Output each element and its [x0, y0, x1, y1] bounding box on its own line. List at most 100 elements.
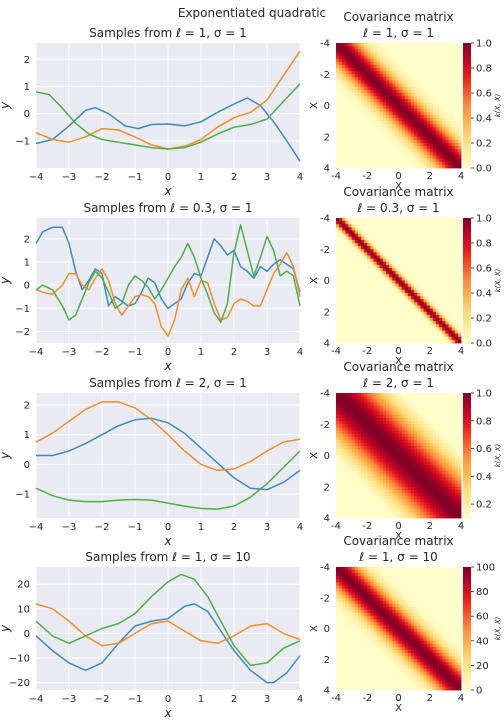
heatmap-cell	[426, 143, 431, 147]
heatmap-cell	[386, 236, 390, 241]
heatmap-cell	[373, 421, 378, 425]
heatmap-cell	[370, 86, 374, 91]
heatmap-cell	[398, 436, 403, 441]
heatmap-cell	[339, 405, 343, 410]
heatmap-cell	[423, 439, 428, 444]
heatmap-cell	[392, 274, 396, 278]
heatmap-cell	[436, 83, 440, 88]
heatmap-cell	[398, 255, 403, 260]
heatmap-cell	[373, 230, 378, 235]
heatmap-cell	[436, 230, 440, 235]
heatmap-cell	[417, 393, 421, 397]
heatmap-cell	[407, 127, 412, 131]
heatmap-cell	[354, 280, 359, 285]
heatmap-cell	[398, 155, 403, 160]
heatmap-cell	[414, 461, 418, 466]
heatmap-cell	[386, 102, 390, 106]
heatmap-cell	[407, 411, 412, 416]
heatmap-cell	[417, 58, 421, 63]
colorbar-segment	[463, 270, 471, 274]
heatmap-cell	[426, 452, 431, 456]
heatmap-cell	[367, 80, 371, 85]
heatmap-cell	[454, 443, 459, 447]
heatmap-cell	[457, 474, 462, 478]
y-axis-label: X	[309, 102, 320, 109]
heatmap-cell	[407, 74, 412, 78]
heatmap-cell	[364, 436, 368, 441]
heatmap-cell	[336, 124, 340, 128]
heatmap-cell	[345, 46, 349, 50]
heatmap-cell	[445, 93, 449, 97]
heatmap-cell	[426, 318, 431, 322]
heatmap-cell	[357, 64, 362, 69]
heatmap-cell	[361, 402, 365, 406]
heatmap-cell	[357, 127, 362, 131]
heatmap-cell	[417, 327, 421, 331]
heatmap-cell	[348, 418, 353, 422]
heatmap-cell	[386, 499, 390, 503]
heatmap-cell	[398, 74, 403, 78]
heatmap-cell	[367, 143, 371, 147]
heatmap-cell	[376, 136, 381, 141]
heatmap-cell	[445, 227, 449, 231]
heatmap-cell	[451, 289, 456, 294]
heatmap-cell	[411, 421, 415, 425]
heatmap-cells	[336, 393, 462, 519]
heatmap-cell	[348, 114, 353, 119]
heatmap-cell	[451, 43, 456, 47]
heatmap-cell	[451, 418, 456, 422]
heatmap-cell	[457, 496, 462, 500]
heatmap-cell	[354, 339, 359, 344]
heatmap-cell	[398, 114, 403, 119]
heatmap-cell	[457, 143, 462, 147]
heatmap-cell	[451, 155, 456, 160]
heatmap-cell	[423, 474, 428, 478]
heatmap-cell	[361, 124, 365, 128]
heatmap-cell	[342, 43, 346, 47]
heatmap-cell	[407, 314, 412, 319]
heatmap-cell	[432, 452, 437, 456]
heatmap-cell	[339, 436, 343, 441]
heatmap-cell	[432, 318, 437, 322]
heatmap-cell	[445, 464, 449, 469]
heatmap-cell	[395, 124, 399, 128]
heatmap-cell	[451, 277, 456, 281]
heatmap-cell	[389, 149, 393, 153]
heatmap-cell	[411, 436, 415, 441]
heatmap-cell	[448, 280, 453, 285]
heatmap-cell	[392, 61, 396, 66]
heatmap-cell	[442, 49, 446, 53]
heatmap-cell	[445, 505, 449, 510]
heatmap-cell	[376, 427, 381, 431]
heatmap-cell	[364, 46, 368, 50]
heatmap-cell	[364, 452, 368, 456]
heatmap-cell	[379, 249, 384, 253]
heatmap-cell	[401, 443, 406, 447]
heatmap-cell	[436, 436, 440, 441]
heatmap-cell	[398, 427, 403, 431]
heatmap-cell	[445, 446, 449, 450]
heatmap-cell	[432, 233, 437, 238]
heatmap-cell	[367, 408, 371, 413]
heatmap-cell	[451, 327, 456, 331]
heatmap-cell	[451, 139, 456, 144]
heatmap-cell	[367, 330, 371, 335]
heatmap-cell	[401, 486, 406, 491]
heatmap-cell	[336, 405, 340, 410]
heatmap-cell	[386, 111, 390, 116]
heatmap-cell	[382, 327, 387, 331]
heatmap-cell	[398, 52, 403, 56]
heatmap-cell	[436, 71, 440, 75]
heatmap-cell	[439, 83, 443, 88]
heatmap-cell	[379, 118, 384, 122]
heatmap-cell	[432, 43, 437, 47]
heatmap-cell	[420, 93, 424, 97]
heatmap-cell	[439, 255, 443, 260]
heatmap-cell	[336, 161, 340, 166]
heatmap-cell	[376, 55, 381, 60]
heatmap-cell	[432, 402, 437, 406]
heatmap-cell	[342, 452, 346, 456]
heatmap-cell	[373, 293, 378, 297]
heatmap-cell	[342, 127, 346, 131]
heatmap-cell	[389, 111, 393, 116]
